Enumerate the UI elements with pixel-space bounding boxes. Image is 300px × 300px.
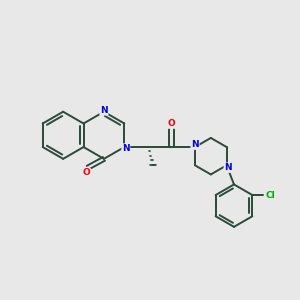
Text: Cl: Cl	[265, 190, 275, 200]
Text: N: N	[224, 163, 232, 172]
Text: N: N	[122, 144, 130, 153]
Text: O: O	[168, 119, 175, 128]
Text: N: N	[100, 106, 108, 115]
Text: O: O	[82, 169, 90, 178]
Text: N: N	[191, 140, 199, 149]
